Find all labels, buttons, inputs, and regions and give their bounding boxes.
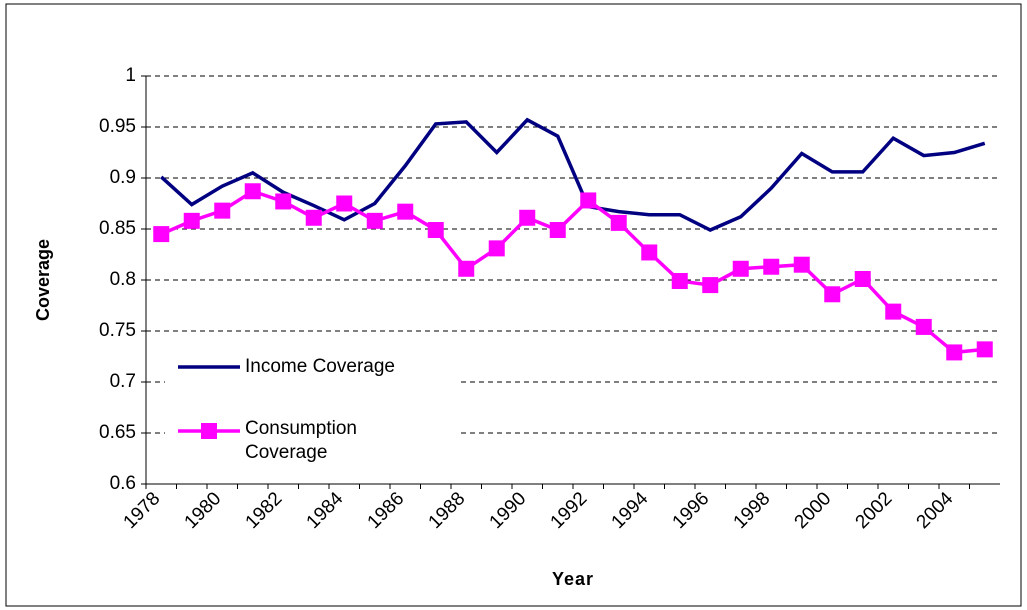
series-line [160,117,986,232]
series-line [160,189,985,355]
y-tick-label: 0.85 [99,218,136,239]
point-marker [946,344,963,361]
point-marker [885,303,902,320]
point-marker [244,183,261,200]
point-marker [458,260,475,277]
point-marker [183,212,200,229]
y-tick-label: 0.95 [99,116,136,137]
point-marker [793,256,810,273]
point-marker [641,244,658,261]
y-tick-label: 0.6 [110,473,136,494]
y-axis-label: Coverage [33,239,53,321]
point-marker [580,192,597,209]
y-tick-label: 0.65 [99,422,136,443]
legend-label: Income Coverage [245,356,395,377]
point-marker [610,214,627,231]
point-marker [732,260,749,277]
point-marker [488,240,505,257]
point-marker [366,212,383,229]
y-tick-label: 0.9 [110,167,136,188]
point-marker [763,258,780,275]
point-marker [336,195,353,212]
chart-frame [5,3,1022,607]
point-marker [214,202,231,219]
y-tick-label: 0.7 [110,371,136,392]
point-marker [153,226,170,243]
legend-label-line: Consumption [245,418,357,439]
point-marker [671,273,688,290]
point-marker [397,203,414,220]
point-marker [854,270,871,287]
y-tick-label: 0.8 [110,269,136,290]
point-marker [915,318,932,335]
y-tick-label: 1 [125,65,136,86]
legend-label-line: Coverage [245,442,327,463]
point-marker [305,209,322,226]
legend-marker [201,423,217,439]
point-marker [976,341,993,358]
x-axis-label: Year [552,569,594,589]
point-marker [519,209,536,226]
point-marker [824,286,841,303]
y-tick-label: 0.75 [99,320,136,341]
point-marker [549,222,566,239]
legend-label: Consumption Coverage [245,418,357,463]
point-marker [702,277,719,294]
point-marker [275,193,292,210]
point-marker [427,222,444,239]
